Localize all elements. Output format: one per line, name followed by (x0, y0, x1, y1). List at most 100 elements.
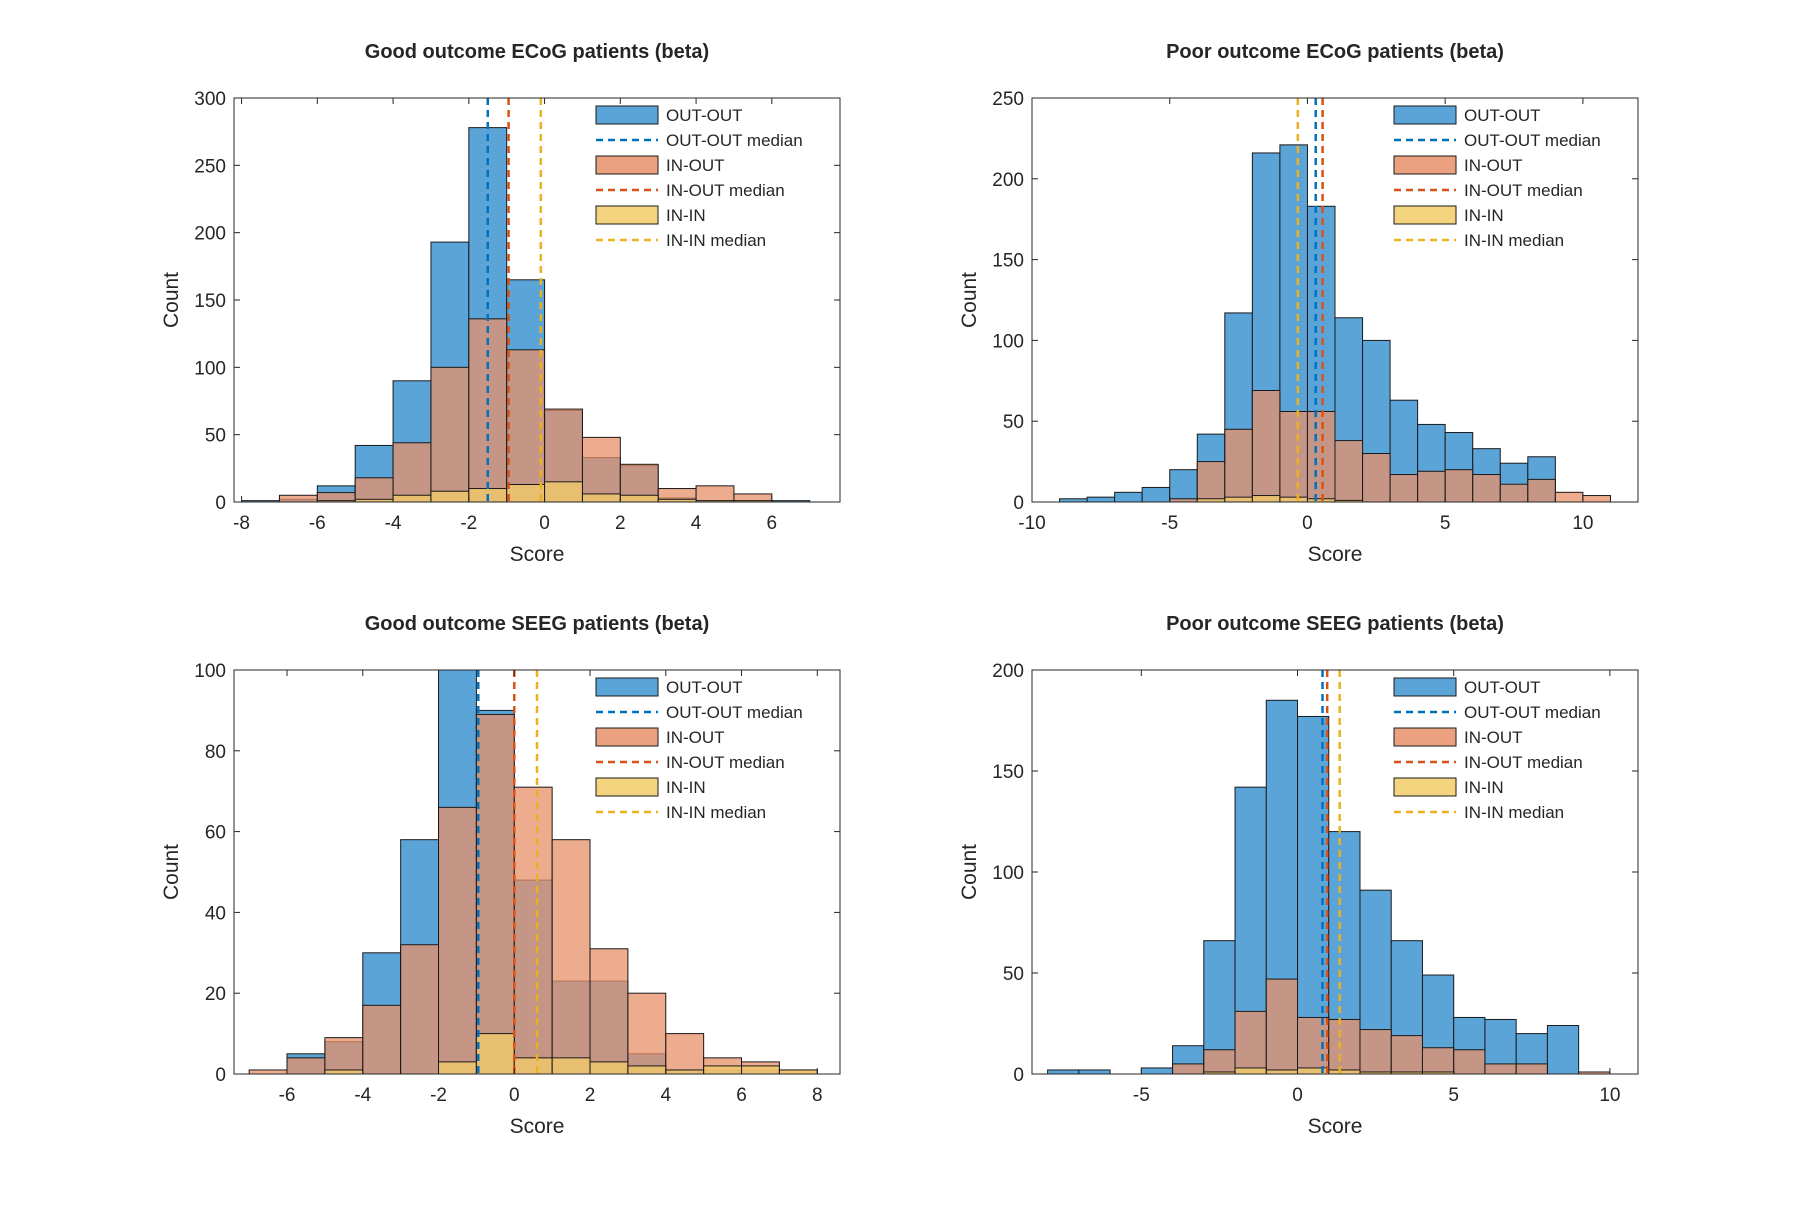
plot-content (241, 98, 811, 502)
bar-in_in (513, 1057, 553, 1074)
series-in_in (316, 481, 773, 502)
bar-in_out (1484, 1063, 1517, 1074)
x-tick-label: -6 (309, 513, 326, 534)
bar-out_out (1546, 1025, 1580, 1074)
bar-in_in (1251, 495, 1281, 502)
bar-in_in (581, 493, 621, 502)
bar-in_out (392, 442, 432, 502)
legend-label: IN-IN median (1464, 803, 1564, 822)
bar-in_in (589, 1061, 629, 1074)
bar-out_out (1140, 1067, 1174, 1074)
bar-out_out (1114, 491, 1143, 502)
y-tick-label: 0 (1013, 1065, 1024, 1086)
x-tick-label: 8 (812, 1085, 823, 1106)
y-tick-label: 200 (194, 224, 226, 245)
legend-label: IN-OUT median (1464, 181, 1583, 200)
bar-in_out (248, 1069, 288, 1074)
y-tick-label: 50 (1003, 964, 1024, 985)
x-tick-label: -6 (279, 1085, 296, 1106)
bar-in_in (475, 1033, 515, 1074)
x-tick-label: 0 (539, 513, 550, 534)
y-axis-label: Count (160, 844, 183, 900)
chart-title: Poor outcome ECoG patients (beta) (1166, 41, 1504, 63)
legend-label: OUT-OUT (666, 678, 743, 697)
x-axis-label: Score (1308, 543, 1363, 566)
x-tick-label: -4 (385, 513, 402, 534)
bar-in_out (1251, 389, 1281, 502)
legend-swatch-in_in (595, 205, 659, 225)
axes-box (1031, 97, 1639, 503)
bar-in_out (1362, 453, 1391, 502)
bar-in_in (778, 1069, 818, 1074)
x-tick-label: -5 (1133, 1085, 1150, 1106)
legend-label: OUT-OUT median (1464, 703, 1601, 722)
bar-in_out (438, 806, 477, 1074)
bar-in_out (665, 1033, 705, 1074)
y-axis-label: Count (958, 844, 981, 900)
bar-in_in (392, 494, 432, 502)
bar-in_in (1297, 1067, 1330, 1074)
x-tick-label: 0 (509, 1085, 520, 1106)
axes-box (233, 669, 841, 1075)
legend: OUT-OUT OUT-OUT median IN-OUT IN-OUT median… (595, 105, 803, 250)
bar-in_out (1417, 470, 1446, 502)
legend-label: IN-OUT (1464, 728, 1523, 747)
legend: OUT-OUT OUT-OUT median IN-OUT IN-OUT median… (1393, 105, 1601, 250)
bar-in_out (1390, 1035, 1423, 1074)
plot-content (1059, 98, 1611, 502)
legend-swatch-out_out (595, 105, 659, 125)
bar-in_out (400, 944, 440, 1074)
bar-in_in (665, 1069, 705, 1074)
y-tick-label: 50 (205, 426, 226, 447)
bar-in_out (1224, 428, 1253, 502)
bar-in_out (1328, 1018, 1361, 1074)
bar-in_in (1265, 1069, 1299, 1074)
bar-in_in (506, 483, 546, 502)
bar-in_out (1554, 491, 1584, 502)
y-tick-label: 0 (1013, 493, 1024, 514)
y-tick-label: 50 (1003, 412, 1024, 433)
bar-in_out (1265, 978, 1299, 1074)
x-tick-label: 5 (1448, 1085, 1459, 1106)
bar-in_out (1196, 461, 1226, 502)
legend-label: IN-OUT (666, 728, 725, 747)
bar-out_out (1141, 486, 1171, 502)
bar-out_out (1169, 469, 1198, 502)
x-tick-label: 6 (767, 513, 778, 534)
bar-in_out (695, 485, 735, 502)
bar-in_out (1389, 474, 1419, 502)
y-tick-label: 100 (194, 358, 226, 379)
legend-label: IN-IN median (666, 803, 766, 822)
bar-in_in (1224, 496, 1253, 502)
bar-in_out (1582, 495, 1611, 502)
chart-title: Poor outcome SEEG patients (beta) (1166, 613, 1504, 635)
bar-in_out (506, 349, 546, 502)
y-axis-label: Count (958, 272, 981, 328)
x-tick-label: -5 (1161, 513, 1178, 534)
bar-in_out (354, 477, 394, 502)
bar-in_in (438, 1061, 477, 1074)
plot-content (1047, 670, 1611, 1074)
legend-label: IN-OUT median (666, 753, 785, 772)
bar-in_out (286, 1057, 326, 1074)
bar-in_out (475, 713, 515, 1074)
y-tick-label: 100 (992, 863, 1024, 884)
legend-swatch-in_in (595, 777, 659, 797)
y-tick-label: 100 (992, 331, 1024, 352)
bar-in_in (703, 1065, 743, 1074)
bar-in_in (619, 494, 659, 502)
y-tick-label: 200 (992, 170, 1024, 191)
x-tick-label: 6 (736, 1085, 747, 1106)
x-tick-label: 2 (585, 1085, 596, 1106)
legend-label: IN-OUT (666, 156, 725, 175)
bar-in_out (430, 366, 470, 502)
x-tick-label: 5 (1440, 513, 1451, 534)
bar-in_out (1297, 1016, 1330, 1074)
x-tick-label: -10 (1018, 513, 1045, 534)
legend-swatch-in_out (1393, 155, 1457, 175)
legend-swatch-in_out (595, 155, 659, 175)
bar-in_in (1279, 496, 1308, 502)
